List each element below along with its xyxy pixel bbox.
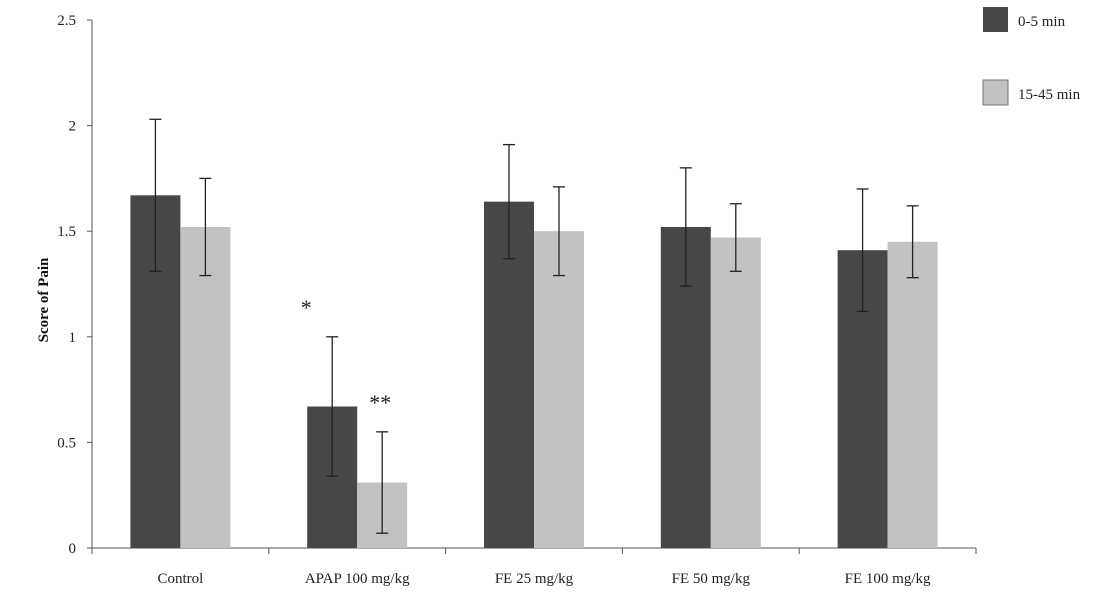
y-tick-label: 1	[69, 330, 77, 346]
y-tick-label: 2	[69, 119, 77, 135]
x-tick-label: Control	[157, 571, 203, 587]
annotations: ***	[301, 295, 392, 415]
x-tick-labels: Control APAP 100 mg/kg FE 25 mg/kg FE 50 mg…	[157, 571, 931, 587]
x-tick-label: APAP 100 mg/kg	[305, 571, 410, 587]
legend-label: 15-45 min	[1018, 87, 1081, 103]
x-tick-label: FE 100 mg/kg	[845, 571, 931, 587]
y-tick-label: 1.5	[57, 224, 76, 240]
legend: 0-5 min 15-45 min	[982, 7, 1081, 106]
x-tick-label: FE 50 mg/kg	[672, 571, 751, 587]
significance-marker: *	[301, 295, 312, 320]
y-tick-label: 0.5	[57, 435, 76, 451]
y-tick-label: 2.5	[57, 13, 76, 29]
significance-marker: **	[369, 390, 391, 415]
bars	[130, 195, 938, 548]
x-tick-label: FE 25 mg/kg	[495, 571, 574, 587]
legend-swatch	[982, 79, 1009, 106]
legend-label: 0-5 min	[1018, 14, 1066, 30]
bar	[534, 231, 584, 548]
bar	[887, 241, 938, 548]
bar	[484, 201, 534, 548]
y-tick-label: 0	[69, 541, 77, 557]
y-axis-label: Score of Pain	[36, 257, 52, 342]
y-tick-labels: 0 0.5 1 1.5 2 2.5	[57, 13, 76, 557]
error-bars	[149, 118, 919, 534]
bar	[710, 237, 761, 548]
legend-swatch	[983, 7, 1008, 32]
bar	[180, 226, 231, 548]
